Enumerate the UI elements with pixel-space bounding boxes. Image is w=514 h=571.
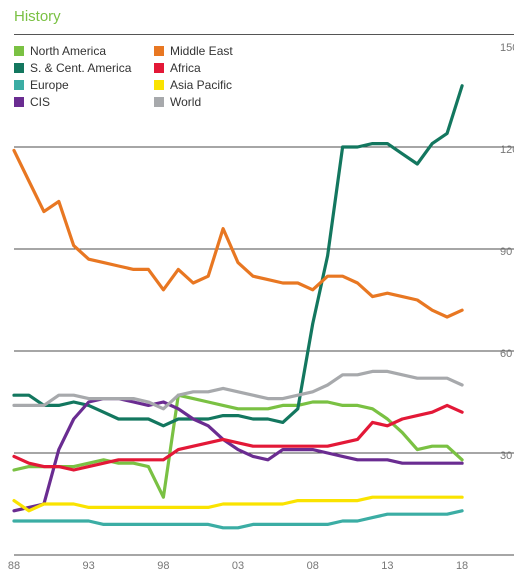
x-tick-label: 88 — [8, 560, 20, 571]
x-tick-label: 13 — [381, 560, 393, 571]
x-tick-label: 98 — [157, 560, 169, 571]
legend-item-s-cent-america: S. & Cent. America — [14, 61, 131, 75]
legend-swatch — [154, 97, 164, 107]
legend-label: Europe — [30, 78, 69, 92]
title-divider — [14, 34, 514, 35]
legend-item-africa: Africa — [154, 61, 201, 75]
legend-item-asia-pacific: Asia Pacific — [154, 78, 232, 92]
y-tick-label: 150 — [500, 42, 514, 54]
x-tick-label: 08 — [307, 560, 319, 571]
legend-label: Africa — [170, 61, 201, 75]
legend-label: S. & Cent. America — [30, 61, 132, 75]
legend-item-north-america: North America — [14, 44, 106, 58]
x-tick-label: 93 — [83, 560, 95, 571]
series-line-europe — [12, 509, 464, 530]
legend-label: World — [170, 95, 202, 109]
x-tick-label: 03 — [232, 560, 244, 571]
legend-swatch — [154, 80, 164, 90]
y-tick-label: 60 — [500, 348, 512, 360]
y-tick-label: 120 — [500, 144, 514, 156]
legend-swatch — [14, 97, 24, 107]
legend-item-europe: Europe — [14, 78, 69, 92]
series-line-north-america — [12, 393, 464, 499]
series-line-s-cent-america — [12, 84, 464, 428]
legend-item-cis: CIS — [14, 95, 50, 109]
legend-label: Asia Pacific — [170, 78, 233, 92]
legend-swatch — [154, 46, 164, 56]
legend-swatch — [154, 63, 164, 73]
legend-label: North America — [30, 44, 107, 58]
legend-label: Middle East — [170, 44, 233, 58]
x-tick-label: 18 — [456, 560, 468, 571]
legend-swatch — [14, 80, 24, 90]
series-line-cis — [12, 397, 464, 513]
series-line-asia-pacific — [12, 495, 464, 513]
legend-swatch — [14, 63, 24, 73]
y-tick-label: 90 — [500, 246, 512, 258]
chart-title: History — [14, 8, 61, 25]
legend-item-world: World — [154, 95, 201, 109]
series-line-africa — [12, 403, 464, 472]
legend-swatch — [14, 46, 24, 56]
legend-item-middle-east: Middle East — [154, 44, 233, 58]
legend-label: CIS — [30, 95, 51, 109]
series-line-middle-east — [12, 148, 464, 319]
y-tick-label: 30 — [500, 450, 512, 462]
series-line-world — [12, 369, 464, 411]
